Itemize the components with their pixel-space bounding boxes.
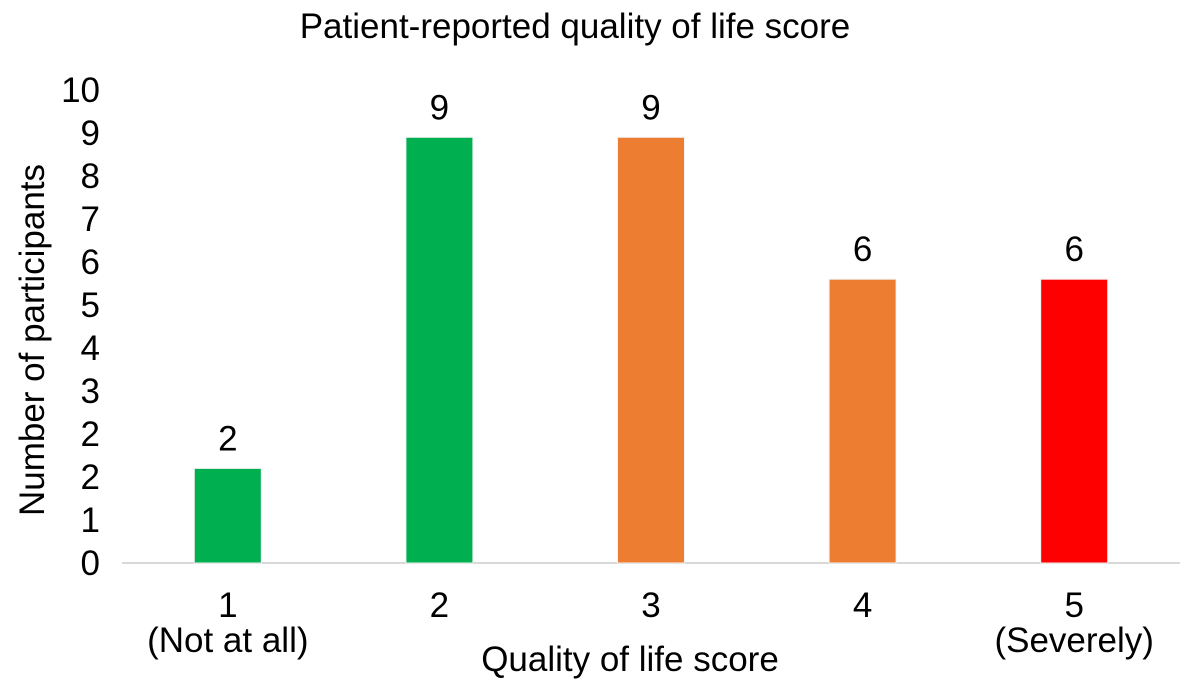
y-tick-label: 4 (81, 329, 100, 368)
x-axis-label: Quality of life score (481, 640, 779, 679)
y-tick-label: 0 (81, 544, 100, 583)
y-tick-label: 2 (81, 415, 100, 454)
bar-data-label: 9 (641, 88, 660, 127)
y-tick-label: 5 (81, 286, 100, 325)
y-tick-label: 7 (81, 200, 100, 239)
y-tick-label: 1 (81, 501, 100, 540)
y-axis-tick-labels: 0 1 2 2 3 4 5 6 7 8 9 10 (61, 71, 100, 583)
bar-data-label: 9 (430, 88, 449, 127)
x-tick-label: 5 (1064, 586, 1083, 625)
y-tick-label: 6 (81, 243, 100, 282)
y-axis-label: Number of participants (13, 164, 52, 516)
bar-data-label: 2 (218, 419, 237, 458)
y-tick-label: 9 (81, 114, 100, 153)
bar-data-label: 6 (1064, 230, 1083, 269)
bar (1040, 278, 1109, 564)
x-tick-sublabel: (Not at all) (147, 621, 308, 660)
y-tick-label: 2 (81, 458, 100, 497)
bar (193, 467, 262, 564)
chart-title: Patient-reported quality of life score (300, 7, 851, 46)
bars-group (193, 136, 1109, 564)
x-axis-tick-labels: 1(Not at all) 2 3 4 5(Severely) (147, 586, 1154, 660)
y-tick-label: 10 (61, 71, 100, 110)
y-tick-label: 3 (81, 372, 100, 411)
x-tick-label: 3 (641, 586, 660, 625)
bar (828, 278, 897, 564)
x-tick-label: 1 (218, 586, 237, 625)
y-tick-label: 8 (81, 157, 100, 196)
x-tick-label: 4 (853, 586, 872, 625)
bar-data-label: 6 (853, 230, 872, 269)
x-tick-sublabel: (Severely) (994, 621, 1153, 660)
bar (617, 136, 685, 564)
bar (405, 136, 474, 564)
data-labels-group: 2 9 9 6 6 (218, 88, 1084, 458)
x-tick-label: 2 (430, 586, 449, 625)
